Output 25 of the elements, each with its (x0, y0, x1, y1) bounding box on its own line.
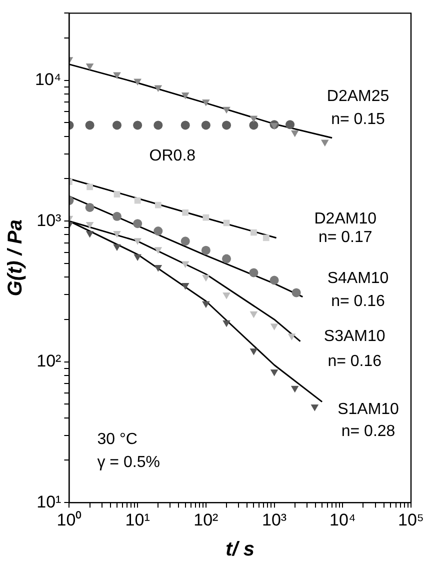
y-tick-label: 10⁴ (34, 70, 62, 90)
y-tick-label: 10¹ (36, 492, 62, 512)
annotation: S4AM10 (327, 270, 389, 287)
x-tick-label: 10³ (262, 510, 287, 530)
x-axis-title: t/ s (226, 538, 255, 561)
annotation: S3AM10 (324, 328, 386, 346)
x-tick-label: 10⁴ (330, 510, 356, 530)
annotation: 30 °C (97, 430, 138, 448)
annotation: n= 0.15 (331, 110, 386, 128)
annotation: S1AM10 (338, 401, 400, 418)
annotation: n= 0.16 (328, 353, 382, 370)
annotation: n= 0.17 (318, 228, 372, 246)
annotation: OR0.8 (149, 148, 196, 165)
x-tick-label: 10² (194, 510, 219, 530)
x-tick-label: 10⁰ (56, 510, 82, 530)
annotation: n= 0.16 (331, 292, 386, 310)
y-tick-label: 10² (36, 352, 62, 371)
annotation: D2AM10 (314, 210, 377, 228)
annotation: γ = 0.5% (97, 454, 160, 471)
annotation: D2AM25 (326, 88, 390, 105)
annotation: n= 0.28 (341, 423, 396, 440)
x-tick-label: 10⁵ (398, 510, 424, 530)
y-axis-title: G(t) / Pa (4, 220, 27, 296)
y-tick-label: 10³ (36, 210, 62, 230)
x-tick-label: 10¹ (125, 510, 150, 530)
